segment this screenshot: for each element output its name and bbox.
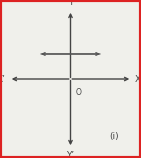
Text: X: X — [135, 75, 141, 83]
Text: O: O — [75, 88, 81, 97]
Text: (i): (i) — [110, 132, 119, 141]
Text: Y’: Y’ — [66, 151, 75, 158]
Text: X’: X’ — [0, 75, 6, 83]
Text: Y: Y — [68, 0, 73, 7]
